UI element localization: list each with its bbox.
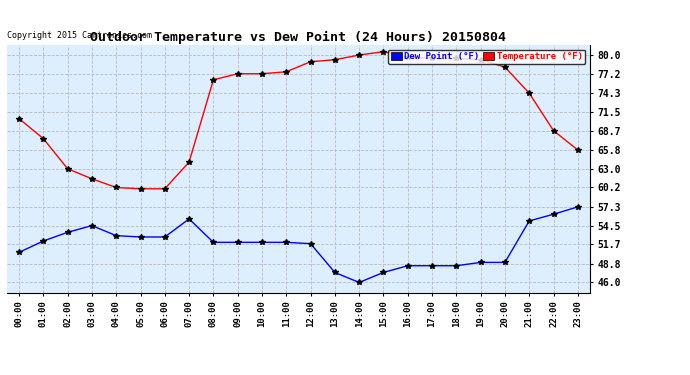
Legend: Dew Point (°F), Temperature (°F): Dew Point (°F), Temperature (°F) bbox=[388, 50, 585, 64]
Title: Outdoor Temperature vs Dew Point (24 Hours) 20150804: Outdoor Temperature vs Dew Point (24 Hou… bbox=[90, 31, 506, 44]
Text: Copyright 2015 Cartronics.com: Copyright 2015 Cartronics.com bbox=[7, 31, 152, 40]
